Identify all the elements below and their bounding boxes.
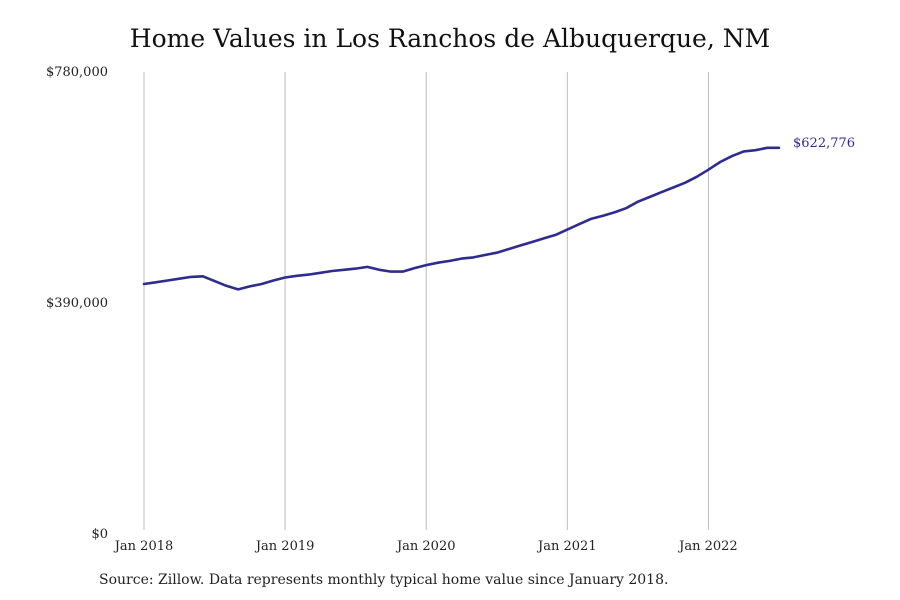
- y-tick-label: $390,000: [46, 296, 108, 311]
- y-tick-label: $780,000: [46, 65, 108, 80]
- end-value-label-layer: $622,776: [793, 136, 855, 151]
- chart-title: Home Values in Los Ranchos de Albuquerqu…: [129, 24, 771, 53]
- x-tick-label: Jan 2021: [536, 539, 597, 554]
- source-note: Source: Zillow. Data represents monthly …: [99, 572, 669, 588]
- x-tick-label: Jan 2019: [254, 539, 315, 554]
- x-tick-label: Jan 2018: [113, 539, 174, 554]
- series-line-0: [142, 146, 781, 291]
- y-tick-label: $0: [91, 527, 108, 542]
- vertical-gridlines: [143, 72, 709, 530]
- x-tick-label: Jan 2022: [677, 539, 738, 554]
- y-axis-tick-labels: $0 $390,000 $780,000: [46, 65, 108, 542]
- x-tick-label: Jan 2020: [395, 539, 456, 554]
- end-value-label: $622,776: [793, 136, 855, 151]
- series-layer: [142, 146, 781, 291]
- x-axis-tick-labels: Jan 2018 Jan 2019 Jan 2020 Jan 2021 Jan 2022: [113, 539, 738, 554]
